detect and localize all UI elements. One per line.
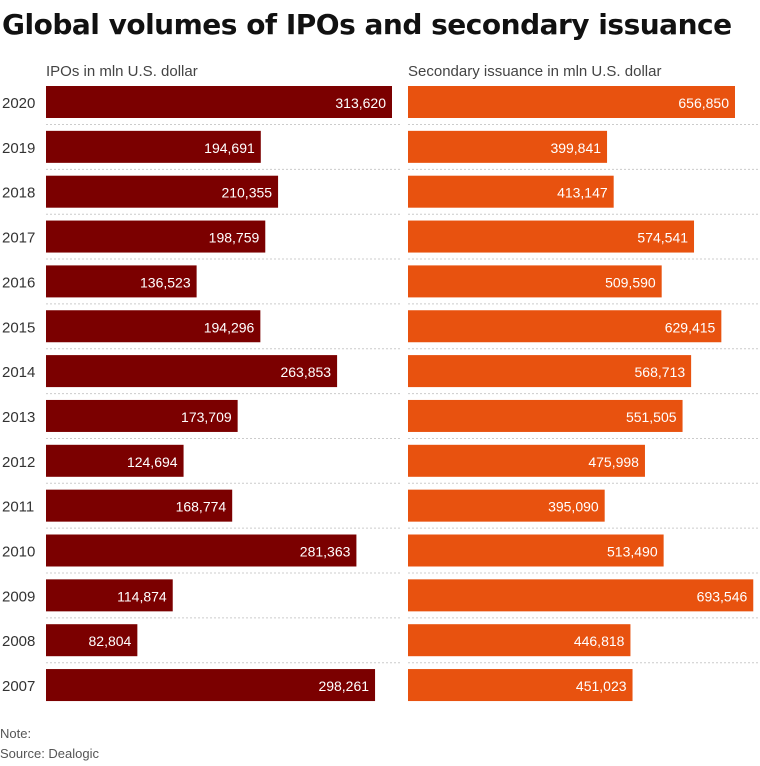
year-label: 2016 [2, 274, 35, 291]
bar [408, 399, 683, 432]
data-label: 629,415 [665, 319, 716, 335]
footer-note: Note: [0, 726, 32, 741]
bar [46, 355, 338, 388]
data-label: 114,874 [117, 588, 167, 604]
data-label: 82,804 [89, 633, 132, 649]
data-label: 173,709 [181, 409, 232, 425]
bar [46, 579, 173, 612]
year-label: 2018 [2, 185, 35, 202]
bar [408, 624, 631, 657]
year-label: 2012 [2, 454, 35, 471]
data-label: 194,296 [204, 319, 255, 335]
series-header-0: IPOs in mln U.S. dollar [46, 63, 198, 80]
data-label: 395,090 [548, 499, 599, 515]
bar [46, 130, 261, 163]
bar [408, 86, 735, 118]
data-label: 551,505 [626, 409, 677, 425]
year-label: 2010 [2, 544, 35, 561]
bar [408, 220, 695, 253]
bar [408, 444, 645, 477]
series-header-1: Secondary issuance in mln U.S. dollar [408, 63, 661, 80]
data-label: 656,850 [678, 95, 729, 111]
year-label: 2019 [2, 140, 35, 157]
bar [46, 310, 261, 343]
data-label: 509,590 [605, 274, 656, 290]
data-label: 198,759 [209, 230, 260, 246]
bar [408, 265, 662, 298]
bar [46, 175, 279, 208]
year-label: 2007 [2, 678, 35, 695]
data-label: 399,841 [550, 140, 601, 156]
data-label: 413,147 [557, 185, 608, 201]
year-label: 2009 [2, 588, 35, 605]
data-label: 313,620 [335, 95, 386, 111]
data-label: 136,523 [140, 274, 191, 290]
bar [46, 399, 238, 432]
data-label: 513,490 [607, 544, 658, 560]
data-label: 281,363 [300, 544, 351, 560]
year-label: 2017 [2, 230, 35, 247]
footer-source: Source: Dealogic [0, 746, 99, 761]
year-label: 2014 [2, 364, 35, 381]
bar [408, 175, 614, 208]
bar [46, 86, 392, 118]
bar [408, 534, 664, 567]
year-label: 2020 [2, 95, 35, 112]
data-label: 168,774 [176, 499, 227, 515]
year-label: 2008 [2, 633, 35, 650]
bar [46, 624, 138, 657]
chart-title: Global volumes of IPOs and secondary iss… [2, 8, 732, 41]
bar [408, 355, 692, 388]
data-label: 446,818 [574, 633, 625, 649]
data-label: 210,355 [221, 185, 272, 201]
bar [408, 669, 633, 702]
data-label: 475,998 [588, 454, 639, 470]
year-label: 2015 [2, 319, 35, 336]
bar [46, 669, 376, 702]
year-label: 2013 [2, 409, 35, 426]
data-label: 568,713 [635, 364, 686, 380]
bar [46, 444, 184, 477]
bar [408, 489, 605, 522]
bar [46, 534, 357, 567]
data-label: 263,853 [280, 364, 331, 380]
bar [408, 310, 722, 343]
data-label: 693,546 [697, 588, 748, 604]
bar [46, 265, 197, 298]
data-label: 194,691 [204, 140, 255, 156]
bar [408, 579, 754, 612]
bar [46, 489, 233, 522]
data-label: 298,261 [318, 678, 369, 694]
data-label: 124,694 [127, 454, 178, 470]
data-label: 451,023 [576, 678, 627, 694]
data-label: 574,541 [637, 230, 688, 246]
bar [408, 130, 608, 163]
bar [46, 220, 266, 253]
year-label: 2011 [2, 499, 34, 516]
